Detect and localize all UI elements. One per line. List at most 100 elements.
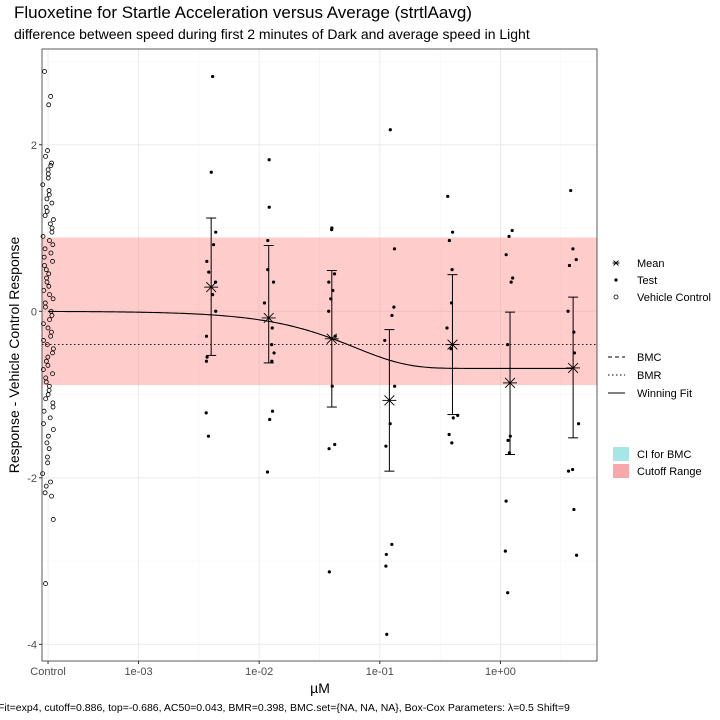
plot-panel: [40, 48, 598, 662]
test-point: [327, 447, 331, 451]
mean-error-bar: [566, 296, 581, 439]
legend-test-symbol: [614, 278, 618, 282]
test-point: [327, 309, 331, 313]
vehicle-control-point: [43, 396, 49, 402]
test-point: [511, 276, 515, 280]
legend-label: CI for BMC: [637, 449, 691, 461]
test-point: [567, 263, 572, 268]
x-tick-label: 1e-01: [366, 666, 394, 678]
vehicle-control-point: [40, 367, 46, 372]
legend-item-open-circle: Vehicle Control: [613, 292, 711, 304]
mean-marker-stroke: [263, 312, 274, 324]
test-point: [266, 238, 270, 243]
vehicle-control-point: [49, 229, 55, 235]
test-point: [267, 205, 271, 209]
vehicle-control-point: [50, 242, 56, 248]
vehicle-control-point: [43, 379, 49, 385]
vehicle-control-point: [43, 267, 49, 273]
mean-error-bar: [503, 311, 518, 456]
mean-marker: [204, 281, 219, 293]
x-tick-label: 1e+00: [485, 666, 516, 678]
test-point: [270, 359, 274, 363]
vehicle-control-point: [45, 148, 50, 153]
test-point: [383, 338, 387, 343]
y-tick-label: -2: [27, 473, 37, 485]
legend: Mean Test Vehicle Control BMC BMR Winning Fit…: [608, 258, 711, 478]
vehicle-control-point: [43, 483, 49, 489]
y-tick-label: -4: [27, 639, 37, 651]
vehicle-control-point: [41, 338, 46, 343]
vehicle-control-point: [50, 517, 56, 522]
chart-caption: Fit=exp4, cutoff=0.886, top=-0.686, AC50…: [0, 702, 570, 714]
test-point: [569, 188, 573, 193]
vehicle-control-point: [42, 69, 47, 74]
test-point: [214, 309, 218, 313]
test-point: [447, 432, 451, 437]
winning-fit-curve: [48, 310, 574, 369]
vehicle-control-point: [50, 371, 55, 377]
vehicle-control-point: [49, 160, 54, 166]
vehicle-control-point: [50, 427, 56, 432]
mean-marker: [324, 333, 339, 344]
vehicle-control-point: [48, 479, 53, 485]
vehicle-control-point: [46, 192, 52, 198]
y-axis-title: Response - Vehicle Control Response: [6, 236, 22, 473]
test-point: [566, 309, 570, 313]
test-point: [388, 128, 392, 132]
mean-error-bar: [382, 329, 397, 472]
plot-border: [41, 48, 598, 662]
test-point: [574, 553, 579, 557]
vehicle-control-point: [45, 325, 51, 331]
test-point: [333, 442, 337, 447]
test-point: [572, 507, 576, 512]
vehicle-control-point: [46, 283, 52, 289]
test-point: [566, 469, 571, 473]
vehicle-control-point: [44, 342, 50, 347]
test-point: [393, 384, 397, 388]
test-point: [214, 230, 218, 234]
test-point: [211, 293, 215, 297]
test-point: [505, 342, 510, 347]
test-point: [267, 158, 271, 162]
mean-marker-stroke: [504, 377, 516, 389]
test-point: [272, 351, 276, 355]
vehicle-control-point: [40, 471, 45, 477]
vehicle-control-point: [45, 354, 51, 360]
test-point: [385, 632, 389, 636]
vehicle-control-point: [48, 333, 54, 339]
test-point: [506, 591, 510, 595]
test-point: [204, 411, 208, 415]
legend-item-dotted: BMR: [608, 370, 662, 382]
test-point: [507, 234, 511, 238]
x-tick-label: 1e-02: [245, 666, 273, 678]
cutoff-range-band: [42, 237, 597, 386]
vehicle-control-point: [48, 163, 54, 168]
test-point: [384, 564, 388, 568]
legend-label: Test: [637, 275, 657, 287]
test-point: [205, 355, 209, 359]
test-point: [270, 409, 275, 413]
vehicle-control-point: [50, 258, 55, 264]
vehicle-control-point: [44, 196, 50, 202]
chart-title: Fluoxetine for Startle Acceleration vers…: [14, 3, 472, 22]
vehicle-control-point: [44, 279, 50, 285]
vehicle-control-point: [42, 213, 48, 218]
legend-fill-swatch: [613, 447, 629, 461]
y-axis-ticks: 2 0 -2 -4: [27, 140, 42, 651]
vehicle-control-point: [43, 154, 48, 159]
vehicle-control-point: [47, 221, 53, 227]
test-point: [449, 347, 453, 351]
vehicle-control-point: [49, 313, 55, 318]
vehicle-control-point: [44, 440, 50, 446]
legend-item-solid: Winning Fit: [608, 388, 692, 400]
vehicle-control-point: [45, 392, 51, 397]
vehicle-control-point: [43, 304, 48, 310]
vehicle-control-point: [50, 296, 56, 302]
legend-label: BMC: [637, 352, 662, 364]
y-tick-label: 0: [31, 306, 37, 318]
vehicle-control-point: [46, 102, 52, 108]
vehicle-control-point: [49, 200, 55, 206]
test-point: [211, 243, 216, 247]
legend-item-asterisk: Mean: [612, 258, 665, 270]
